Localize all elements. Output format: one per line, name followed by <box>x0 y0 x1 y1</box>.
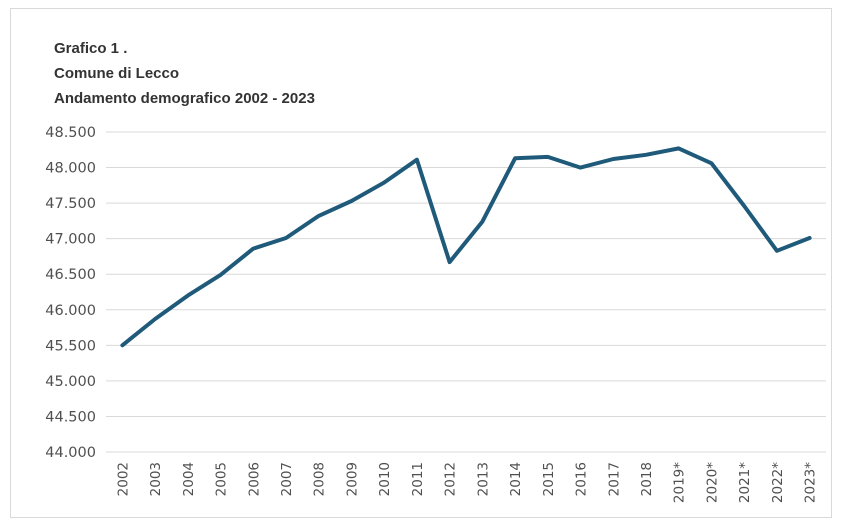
x-tick-label: 2019* <box>672 462 688 503</box>
x-tick-label: 2010 <box>377 462 393 496</box>
x-tick-label: 2002 <box>115 462 131 496</box>
x-tick-label: 2007 <box>279 462 295 496</box>
y-tick-label: 47.500 <box>45 196 96 212</box>
x-tick-label: 2013 <box>475 462 491 496</box>
y-tick-label: 48.500 <box>45 125 96 141</box>
y-axis-ticks: 48.500 48.000 47.500 47.000 46.500 46.000 45.5… <box>45 125 96 461</box>
series-group <box>120 146 812 348</box>
y-tick-label: 48.000 <box>45 161 96 177</box>
x-tick-label: 2014 <box>508 462 524 496</box>
y-tick-label: 47.000 <box>45 232 96 248</box>
series-line <box>120 146 812 348</box>
x-tick-label: 2022* <box>770 462 786 503</box>
x-tick-label: 2009 <box>344 462 360 496</box>
x-tick-label: 2012 <box>443 462 459 496</box>
chart-frame <box>10 8 832 518</box>
chart-title-line-3: Andamento demografico 2002 - 2023 <box>54 90 315 107</box>
x-tick-label: 2003 <box>148 462 164 496</box>
x-tick-label: 2021* <box>737 462 753 503</box>
x-tick-label: 2004 <box>181 462 197 496</box>
x-tick-label: 2008 <box>312 462 328 496</box>
x-tick-label: 2018 <box>639 462 655 496</box>
x-tick-label: 2023* <box>803 462 819 503</box>
y-tick-label: 45.000 <box>45 374 96 390</box>
y-tick-label: 45.500 <box>45 338 96 354</box>
x-tick-label: 2015 <box>541 462 557 496</box>
chart-title-line-1: Grafico 1 . <box>54 40 128 57</box>
y-tick-label: 46.000 <box>45 303 96 319</box>
x-tick-label: 2005 <box>214 462 230 496</box>
chart-title-line-2: Comune di Lecco <box>54 65 180 82</box>
gridlines <box>106 131 826 453</box>
x-tick-label: 2011 <box>410 462 426 496</box>
x-tick-label: 2020* <box>704 462 720 503</box>
y-tick-label: 46.500 <box>45 267 96 283</box>
y-tick-label: 44.500 <box>45 409 96 425</box>
y-tick-label: 44.000 <box>45 445 96 461</box>
chart-title-block: Grafico 1 . Comune di Lecco Andamento de… <box>54 36 315 111</box>
x-tick-label: 2017 <box>606 462 622 496</box>
x-axis-ticks: 2002 2003 2004 2005 2006 2007 2008 2009 2010 2011… <box>115 462 818 503</box>
x-tick-label: 2006 <box>246 462 262 496</box>
x-tick-label: 2016 <box>574 462 590 496</box>
